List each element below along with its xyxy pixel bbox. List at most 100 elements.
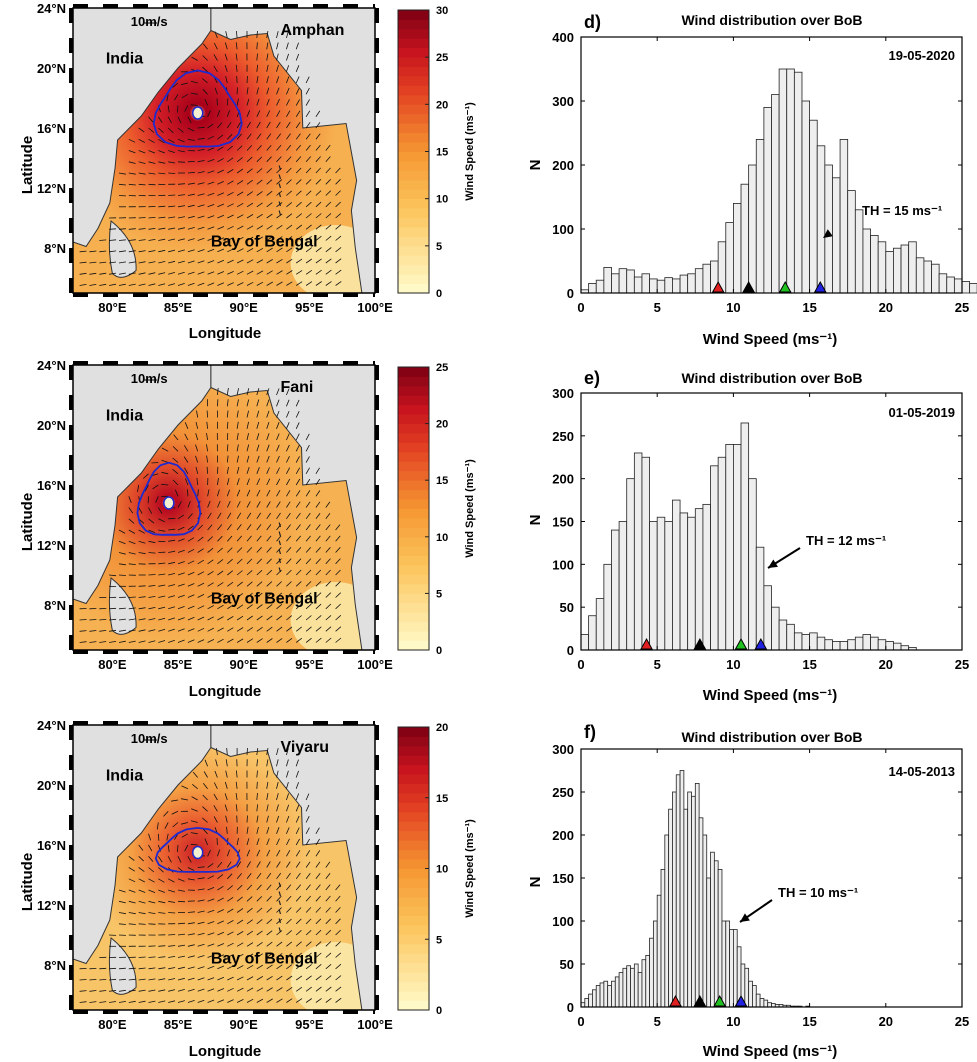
wind-vector [305,872,311,880]
lon-tick-label: 80°E [98,300,127,315]
wind-vector [315,247,322,253]
wind-vector [335,637,342,643]
wind-vector [187,513,193,520]
y-tick-label: 100 [552,914,574,929]
wind-vector [295,815,300,823]
wind-vector [138,878,145,883]
wind-vector [197,955,205,958]
frame-tick [193,721,208,725]
histogram-bar [931,263,940,294]
wind-vector [236,421,239,429]
wind-vector [99,1001,107,1003]
wind-vector [168,138,175,143]
wind-vector [286,512,291,520]
wind-vector [217,259,225,264]
lon-tick-label: 100°E [357,657,393,672]
wind-vector [335,224,342,230]
wind-vector [148,967,156,970]
wind-vector [315,281,322,286]
wind-vector [177,922,186,925]
wind-vector [315,144,321,151]
wind-vector [276,861,281,868]
histogram-bar [637,972,643,1008]
colorbar-frame [397,366,430,651]
wind-vector [138,912,146,915]
chart-title: Wind distribution over BoB [681,729,862,745]
wind-vector [246,388,250,396]
wind-vector [172,446,179,452]
wind-vector [177,514,185,520]
histogram-bar [687,516,696,651]
wind-vector [187,249,195,253]
frame-tick [69,395,73,410]
wind-vector [217,399,219,407]
histogram-bar [710,851,715,1008]
lon-tick-label: 80°E [98,1017,127,1032]
wind-vector [128,967,136,970]
wind-vector [305,224,312,230]
wind-vector [295,884,302,891]
wind-vector [99,641,107,643]
wind-vector [236,512,242,520]
histogram-bar [649,937,654,1008]
y-tick-label: 150 [552,515,574,530]
wind-vector [256,615,263,621]
wind-vector [177,183,186,185]
wind-vector [99,261,107,264]
wind-vector [325,569,331,576]
lat-tick-label: 8°N [44,598,66,613]
wind-vector [236,627,244,632]
wind-vector [202,794,208,801]
histogram-bar [656,516,666,651]
island [278,900,282,906]
wind-vector [99,967,107,970]
wind-vector [236,248,244,253]
wind-vector [158,529,166,532]
wind-vector [148,989,156,992]
wind-vector [128,629,136,632]
wind-vector [138,1000,146,1003]
wind-vector [181,833,189,838]
wind-vector [286,456,290,463]
wind-vector [256,281,264,286]
statistic-marker [693,994,707,1007]
frame-tick [313,721,328,725]
wind-vector [335,975,342,981]
colorbar-step [398,887,429,898]
wind-vector [286,930,292,936]
wind-vector [158,205,166,208]
wind-vector [236,581,243,587]
wind-vector [286,748,289,756]
label-cyclone: Amphan [280,22,344,39]
wind-vector [325,258,332,264]
wind-vector [226,489,230,497]
lat-tick-label: 8°N [44,958,66,973]
wind-vector [236,455,239,463]
wind-vector [128,261,136,264]
wind-vector [256,247,264,253]
wind-vector [236,604,244,610]
wind-vector [226,98,229,106]
wind-vector [177,227,185,230]
wind-vector [207,282,215,286]
wind-vector [158,172,166,175]
colorbar-step [398,745,429,756]
wind-vector [138,607,146,610]
wind-vector [325,144,331,151]
wind-vector [305,558,312,565]
wind-vector [217,638,224,643]
wind-vector [246,953,254,958]
colorbar-tick-label: 15 [436,475,448,487]
wind-vector [128,496,132,503]
wind-vector [256,421,260,429]
wind-vector [276,547,282,553]
wind-vector [89,979,97,981]
wind-vector [305,144,311,151]
lon-tick-label: 90°E [230,300,259,315]
wind-vector [276,941,283,947]
label-cyclone: Viyaru [280,739,329,756]
wind-vector [138,867,145,872]
wind-vector [266,133,272,140]
wind-vector [295,433,300,441]
wind-vector [286,895,292,902]
